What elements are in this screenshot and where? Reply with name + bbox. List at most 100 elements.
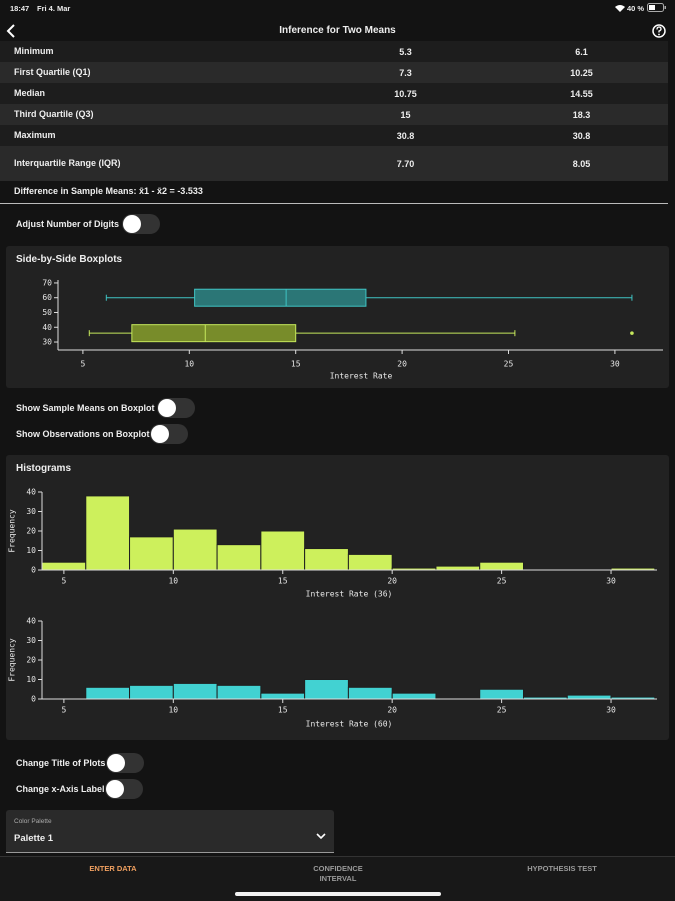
hist-bar xyxy=(85,686,131,700)
hist-bar xyxy=(216,684,262,700)
status-time: 18:47 xyxy=(10,4,30,13)
y-axis-label: Frequency xyxy=(8,638,17,682)
tab[interactable]: ENTER DATA xyxy=(89,864,137,873)
hist-bar xyxy=(479,561,524,571)
box xyxy=(194,288,367,307)
hist-bar xyxy=(129,684,174,700)
hist-bar xyxy=(347,686,393,700)
toggle-switch[interactable] xyxy=(157,398,195,418)
y-tick-label: 40 xyxy=(26,617,36,626)
table-value: 10.25 xyxy=(570,67,593,78)
x-tick-label: 10 xyxy=(168,706,178,715)
y-tick-label: 20 xyxy=(26,527,36,536)
table-row: Maximum 30.8 30.8 xyxy=(0,125,668,146)
x-axis-label: Interest Rate xyxy=(330,372,393,381)
y-tick-label: 50 xyxy=(42,308,52,317)
screen-title: Inference for Two Means xyxy=(279,25,396,36)
toggle-switch[interactable] xyxy=(106,753,144,773)
hist-bar xyxy=(566,694,612,700)
x-tick-label: 15 xyxy=(278,577,288,586)
y-tick-label: 70 xyxy=(42,278,52,287)
table-value: 6.1 xyxy=(575,46,588,57)
table-value: 30.8 xyxy=(572,130,591,141)
x-tick-label: 5 xyxy=(80,360,85,369)
toggle-label: Show Observations on Boxplot xyxy=(16,429,150,439)
toggle-switch[interactable] xyxy=(105,779,143,799)
toggle-knob xyxy=(106,780,124,798)
y-tick-label: 30 xyxy=(42,338,52,347)
toggle-knob xyxy=(151,425,169,443)
toggle-knob xyxy=(107,754,125,772)
table-label: First Quartile (Q1) xyxy=(14,67,91,77)
tab[interactable]: CONFIDENCE INTERVAL xyxy=(313,864,363,883)
tab[interactable]: HYPOTHESIS TEST xyxy=(527,864,597,873)
table-row: Third Quartile (Q3) 15 18.3 xyxy=(0,104,668,125)
toggle-switch[interactable] xyxy=(150,424,188,444)
help-button[interactable] xyxy=(651,23,667,39)
x-tick-label: 10 xyxy=(184,360,194,369)
x-tick-label: 30 xyxy=(606,706,616,715)
hist-bar xyxy=(479,688,524,700)
table-label: Minimum xyxy=(14,46,54,56)
toggle-switch[interactable] xyxy=(122,214,160,234)
table-label: Maximum xyxy=(14,130,56,140)
x-axis-label: Interest Rate (60) xyxy=(306,720,393,729)
status-battery-text: 40 % xyxy=(627,4,645,13)
x-tick-label: 20 xyxy=(397,360,407,369)
toggle-label: Change x-Axis Label xyxy=(16,784,105,794)
table-row: Interquartile Range (IQR) 7.70 8.05 xyxy=(0,146,668,181)
hist-bar xyxy=(129,536,174,571)
dropdown-chevron xyxy=(316,833,326,840)
toggle-label: Show Sample Means on Boxplot xyxy=(16,403,155,413)
x-tick-label: 25 xyxy=(497,577,507,586)
y-tick-label: 30 xyxy=(26,507,36,516)
table-value: 8.05 xyxy=(572,158,591,169)
hist-bar xyxy=(216,544,262,571)
y-tick-label: 0 xyxy=(31,566,36,575)
palette-dropdown[interactable]: Color Palette Palette 1 xyxy=(6,810,334,853)
dropdown-value: Palette 1 xyxy=(14,833,54,844)
hist-bar xyxy=(391,692,437,700)
table-row: Minimum 5.3 6.1 xyxy=(0,41,668,62)
status-date: Fri 4. Mar xyxy=(37,4,71,13)
x-tick-label: 5 xyxy=(61,706,66,715)
boxplot-panel xyxy=(6,246,669,388)
battery-icon xyxy=(647,3,666,12)
toggle-label: Change Title of Plots xyxy=(16,758,106,768)
home-indicator xyxy=(235,892,441,896)
table-value: 30.8 xyxy=(396,130,415,141)
hist-bar xyxy=(304,548,349,571)
hist-bar xyxy=(260,530,306,571)
x-tick-label: 25 xyxy=(497,706,507,715)
y-axis-label: Frequency xyxy=(8,509,17,553)
y-tick-label: 40 xyxy=(42,323,52,332)
x-tick-label: 25 xyxy=(504,360,514,369)
back-button[interactable] xyxy=(4,23,18,39)
hist-bar xyxy=(435,565,481,571)
x-tick-label: 5 xyxy=(61,577,66,586)
y-tick-label: 30 xyxy=(26,636,36,645)
table-value: 7.70 xyxy=(396,158,415,169)
divider xyxy=(0,203,668,204)
toggle-knob xyxy=(158,399,176,417)
hist-bar xyxy=(260,692,306,700)
y-tick-label: 40 xyxy=(26,488,36,497)
table-value: 18.3 xyxy=(572,109,591,120)
outlier xyxy=(630,331,634,335)
y-tick-label: 60 xyxy=(42,293,52,302)
box xyxy=(131,324,297,343)
histograms-heading: Histograms xyxy=(16,463,72,474)
table-row: First Quartile (Q1) 7.3 10.25 xyxy=(0,62,668,83)
hist-bar xyxy=(347,553,393,571)
x-tick-label: 15 xyxy=(278,706,288,715)
table-footer: Difference in Sample Means: x̄1 - x̄2 = … xyxy=(14,186,203,196)
hist-bar xyxy=(85,495,131,571)
table-label: Median xyxy=(14,88,46,98)
hist-bar xyxy=(304,679,349,700)
toggle-label: Adjust Number of Digits xyxy=(16,219,119,229)
hist-bar xyxy=(172,528,218,571)
hist-bar xyxy=(172,682,218,700)
x-axis-label: Interest Rate (36) xyxy=(306,590,393,599)
